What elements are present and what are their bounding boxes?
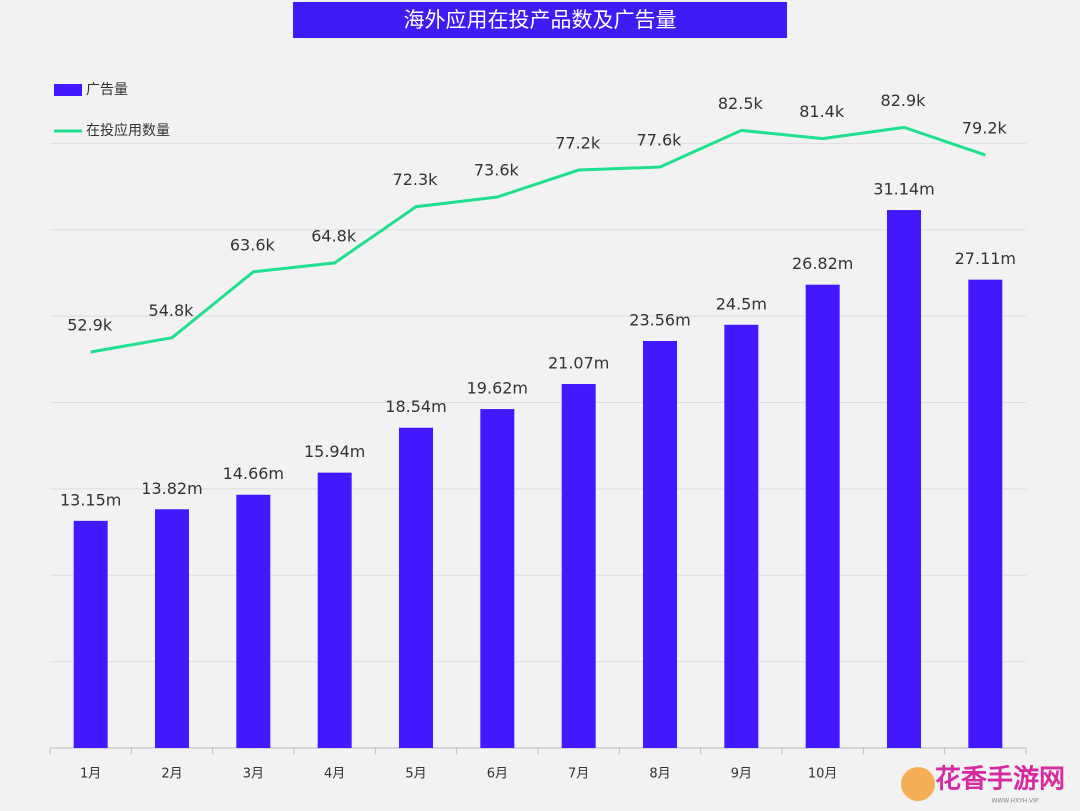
bar-value-label: 19.62m — [467, 379, 528, 398]
bar-value-label: 24.5m — [716, 294, 767, 313]
line-value-label: 73.6k — [474, 160, 520, 179]
bar-value-label: 13.15m — [60, 490, 121, 509]
bar — [317, 472, 352, 748]
watermark: 花香手游网 WWW.HXYH.VIP — [901, 765, 1065, 805]
bar — [887, 210, 921, 748]
x-tick-label: 5月 — [405, 767, 426, 782]
line-value-label: 54.8k — [149, 301, 195, 320]
bar-value-label: 18.54m — [385, 397, 446, 416]
legend-label: 在投应用数量 — [86, 122, 170, 139]
line-value-label: 72.3k — [393, 170, 439, 189]
title-bar — [293, 2, 787, 38]
bar-value-label: 31.14m — [873, 180, 934, 199]
watermark-text: 花香手游网 — [935, 765, 1065, 795]
bar — [73, 520, 108, 748]
bar-value-label: 13.82m — [141, 479, 202, 498]
bar-value-label: 21.07m — [548, 354, 609, 373]
watermark-url: WWW.HXYH.VIP — [991, 798, 1038, 805]
line-value-label: 77.6k — [637, 131, 683, 150]
line-value-label: 82.9k — [881, 91, 927, 110]
line-value-label: 52.9k — [67, 315, 113, 334]
line-value-label: 81.4k — [799, 102, 845, 121]
bar — [805, 284, 840, 748]
chart-title: 海外应用在投产品数及广告量 — [404, 8, 677, 32]
bar — [399, 427, 433, 748]
x-tick-label: 9月 — [731, 767, 752, 782]
bar — [480, 409, 515, 748]
x-tick-label: 7月 — [568, 767, 589, 782]
line — [90, 125, 986, 354]
bar-value-label: 14.66m — [223, 464, 284, 483]
x-tick-label: 8月 — [649, 767, 670, 782]
x-tick-label: 3月 — [243, 767, 264, 782]
bar-value-label: 15.94m — [304, 442, 365, 461]
line-value-label: 64.8k — [311, 226, 357, 245]
bar — [643, 341, 677, 748]
bar — [155, 509, 189, 748]
bar-value-label: 27.11m — [955, 249, 1016, 268]
bar — [561, 384, 596, 748]
bar — [968, 279, 1003, 748]
bar-value-label: 26.82m — [792, 254, 853, 273]
x-tick-label: 4月 — [324, 767, 345, 782]
line-value-label: 77.2k — [555, 134, 601, 153]
legend-label: 广告量 — [86, 82, 128, 98]
x-tick-label: 2月 — [161, 767, 182, 782]
watermark-logo — [901, 767, 935, 801]
bar — [724, 324, 759, 748]
x-tick-label: 6月 — [487, 767, 508, 782]
x-tick-label: 1月 — [80, 767, 101, 782]
line-value-label: 63.6k — [230, 235, 276, 254]
x-tick-label: 10月 — [808, 767, 838, 782]
line-value-label: 82.5k — [718, 94, 764, 113]
line-value-label: 79.2k — [962, 119, 1008, 138]
legend-swatch — [54, 84, 82, 96]
bar-value-label: 23.56m — [629, 311, 690, 330]
bar — [236, 494, 271, 748]
